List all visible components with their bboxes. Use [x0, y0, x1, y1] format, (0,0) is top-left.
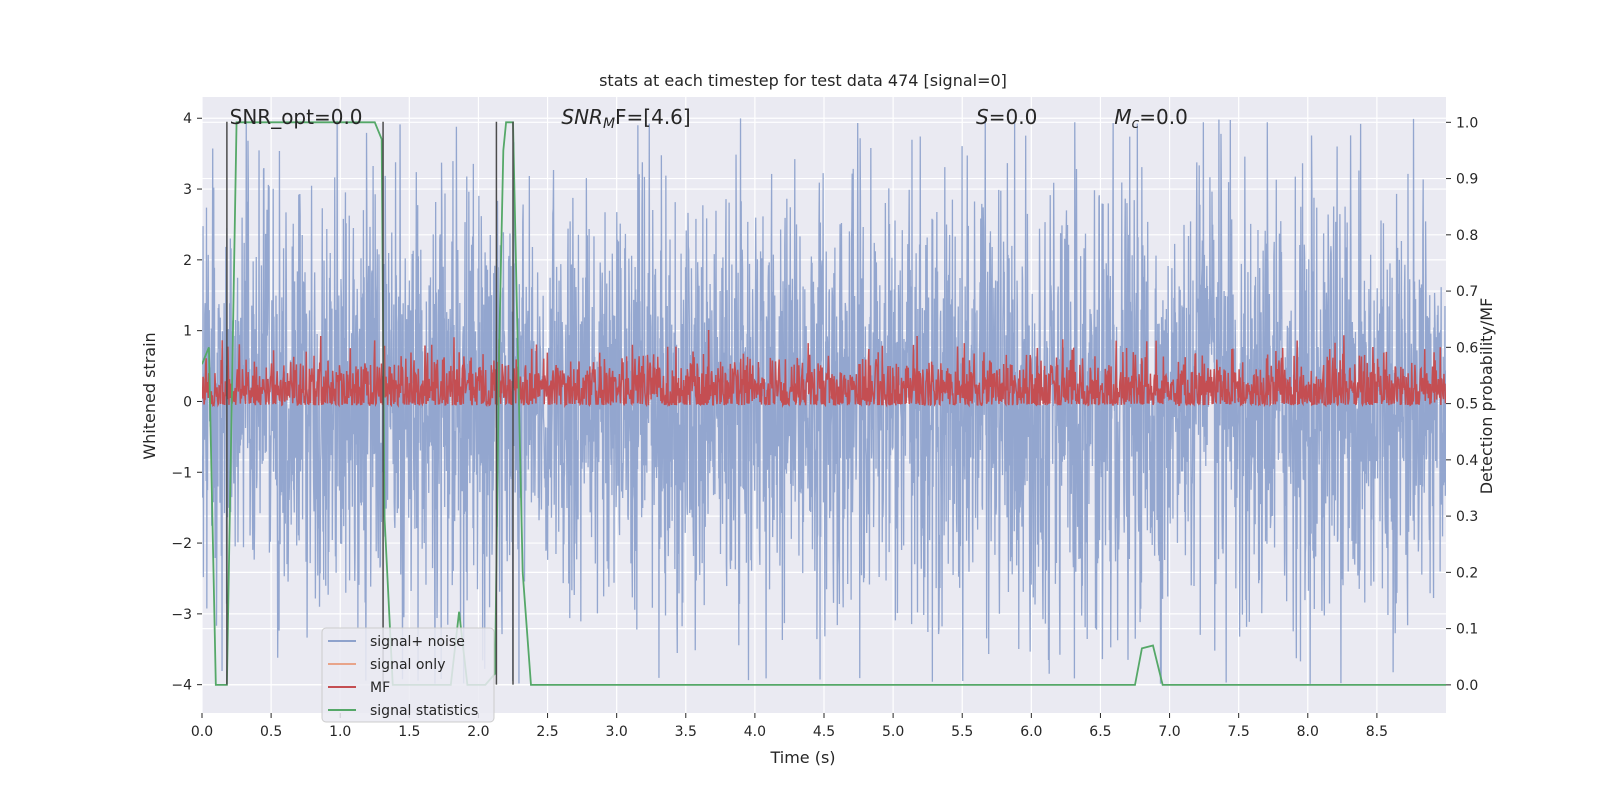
- y-left-tick-label: 1: [183, 324, 192, 340]
- y-right-tick-label: 0.6: [1456, 340, 1478, 356]
- x-tick-label: 0.5: [260, 724, 282, 740]
- y-left-tick-label: 4: [183, 111, 192, 127]
- y-axis-label-right: Detection probability/MF: [1477, 298, 1496, 495]
- x-tick-label: 4.5: [813, 724, 835, 740]
- x-tick-label: 7.0: [1158, 724, 1180, 740]
- series-mf: [202, 329, 1446, 409]
- annotations: SNR_opt=0.0 SNRMF=[4.6] S=0.0 Mc=0.0: [230, 105, 1188, 132]
- y-left-tick-label: −3: [171, 607, 192, 623]
- y-right-tick-label: 0.0: [1456, 678, 1478, 694]
- x-tick-label: 5.5: [951, 724, 973, 740]
- legend-entry: signal statistics: [370, 703, 478, 719]
- series-signal-noise: [202, 118, 1446, 684]
- x-tick-label: 6.0: [1020, 724, 1042, 740]
- x-tick-label: 2.0: [467, 724, 489, 740]
- y-axis-right-ticks: 0.0 0.1 0.2 0.3 0.4 0.5 0.6 0.7 0.8 0.9 1.0: [1446, 115, 1478, 694]
- x-tick-label: 2.5: [536, 724, 558, 740]
- plot-area: [201, 97, 1446, 713]
- legend: signal+ noise signal only MF signal statist…: [321, 627, 495, 723]
- y-left-tick-label: 0: [183, 394, 192, 410]
- y-left-tick-label: 2: [183, 253, 192, 269]
- y-left-tick-label: −2: [171, 536, 192, 552]
- x-tick-label: 3.0: [606, 724, 628, 740]
- y-right-tick-label: 0.8: [1456, 228, 1478, 244]
- y-right-tick-label: 0.1: [1456, 622, 1478, 638]
- x-tick-label: 0.0: [191, 724, 213, 740]
- y-left-tick-label: −1: [171, 465, 192, 481]
- y-axis-left-ticks: −4 −3 −2 −1 0 1 2 3 4: [171, 111, 202, 694]
- y-right-tick-label: 0.3: [1456, 509, 1478, 525]
- y-right-tick-label: 0.7: [1456, 284, 1478, 300]
- legend-entry: signal+ noise: [370, 634, 465, 650]
- y-right-tick-label: 1.0: [1456, 115, 1478, 131]
- y-right-tick-label: 0.9: [1456, 172, 1478, 188]
- legend-box: [321, 627, 495, 723]
- series-signal-statistics: [202, 121, 1446, 686]
- legend-entry: MF: [370, 680, 390, 696]
- y-left-tick-label: −4: [171, 678, 192, 694]
- y-right-tick-label: 0.5: [1456, 397, 1478, 413]
- x-tick-label: 1.0: [329, 724, 351, 740]
- annotation-text: S=0.0: [976, 105, 1037, 129]
- chart-title: stats at each timestep for test data 474…: [599, 71, 1007, 90]
- y-left-tick-label: 3: [183, 182, 192, 198]
- y-right-tick-label: 0.4: [1456, 453, 1478, 469]
- y-right-tick-label: 0.2: [1456, 565, 1478, 581]
- annotation-text: Mc=0.0: [1114, 105, 1188, 132]
- annotation-text: SNR_opt=0.0: [230, 105, 363, 129]
- legend-entry: signal only: [370, 657, 445, 673]
- x-axis-ticks: 0.0 0.5 1.0 1.5 2.0 2.5 3.0 3.5 4.0 4.5 5.0 5.5 6.0 6…: [191, 713, 1388, 740]
- y-axis-label-left: Whitened strain: [140, 332, 159, 459]
- x-tick-label: 6.5: [1089, 724, 1111, 740]
- x-tick-label: 1.5: [398, 724, 420, 740]
- x-tick-label: 7.5: [1228, 724, 1250, 740]
- x-tick-label: 5.0: [882, 724, 904, 740]
- x-tick-label: 3.5: [675, 724, 697, 740]
- annotation-text: SNRMF=[4.6]: [561, 105, 690, 132]
- x-axis-label: Time (s): [769, 748, 835, 767]
- x-tick-label: 4.0: [744, 724, 766, 740]
- x-tick-label: 8.0: [1297, 724, 1319, 740]
- series-group: [202, 118, 1446, 686]
- x-tick-label: 8.5: [1366, 724, 1388, 740]
